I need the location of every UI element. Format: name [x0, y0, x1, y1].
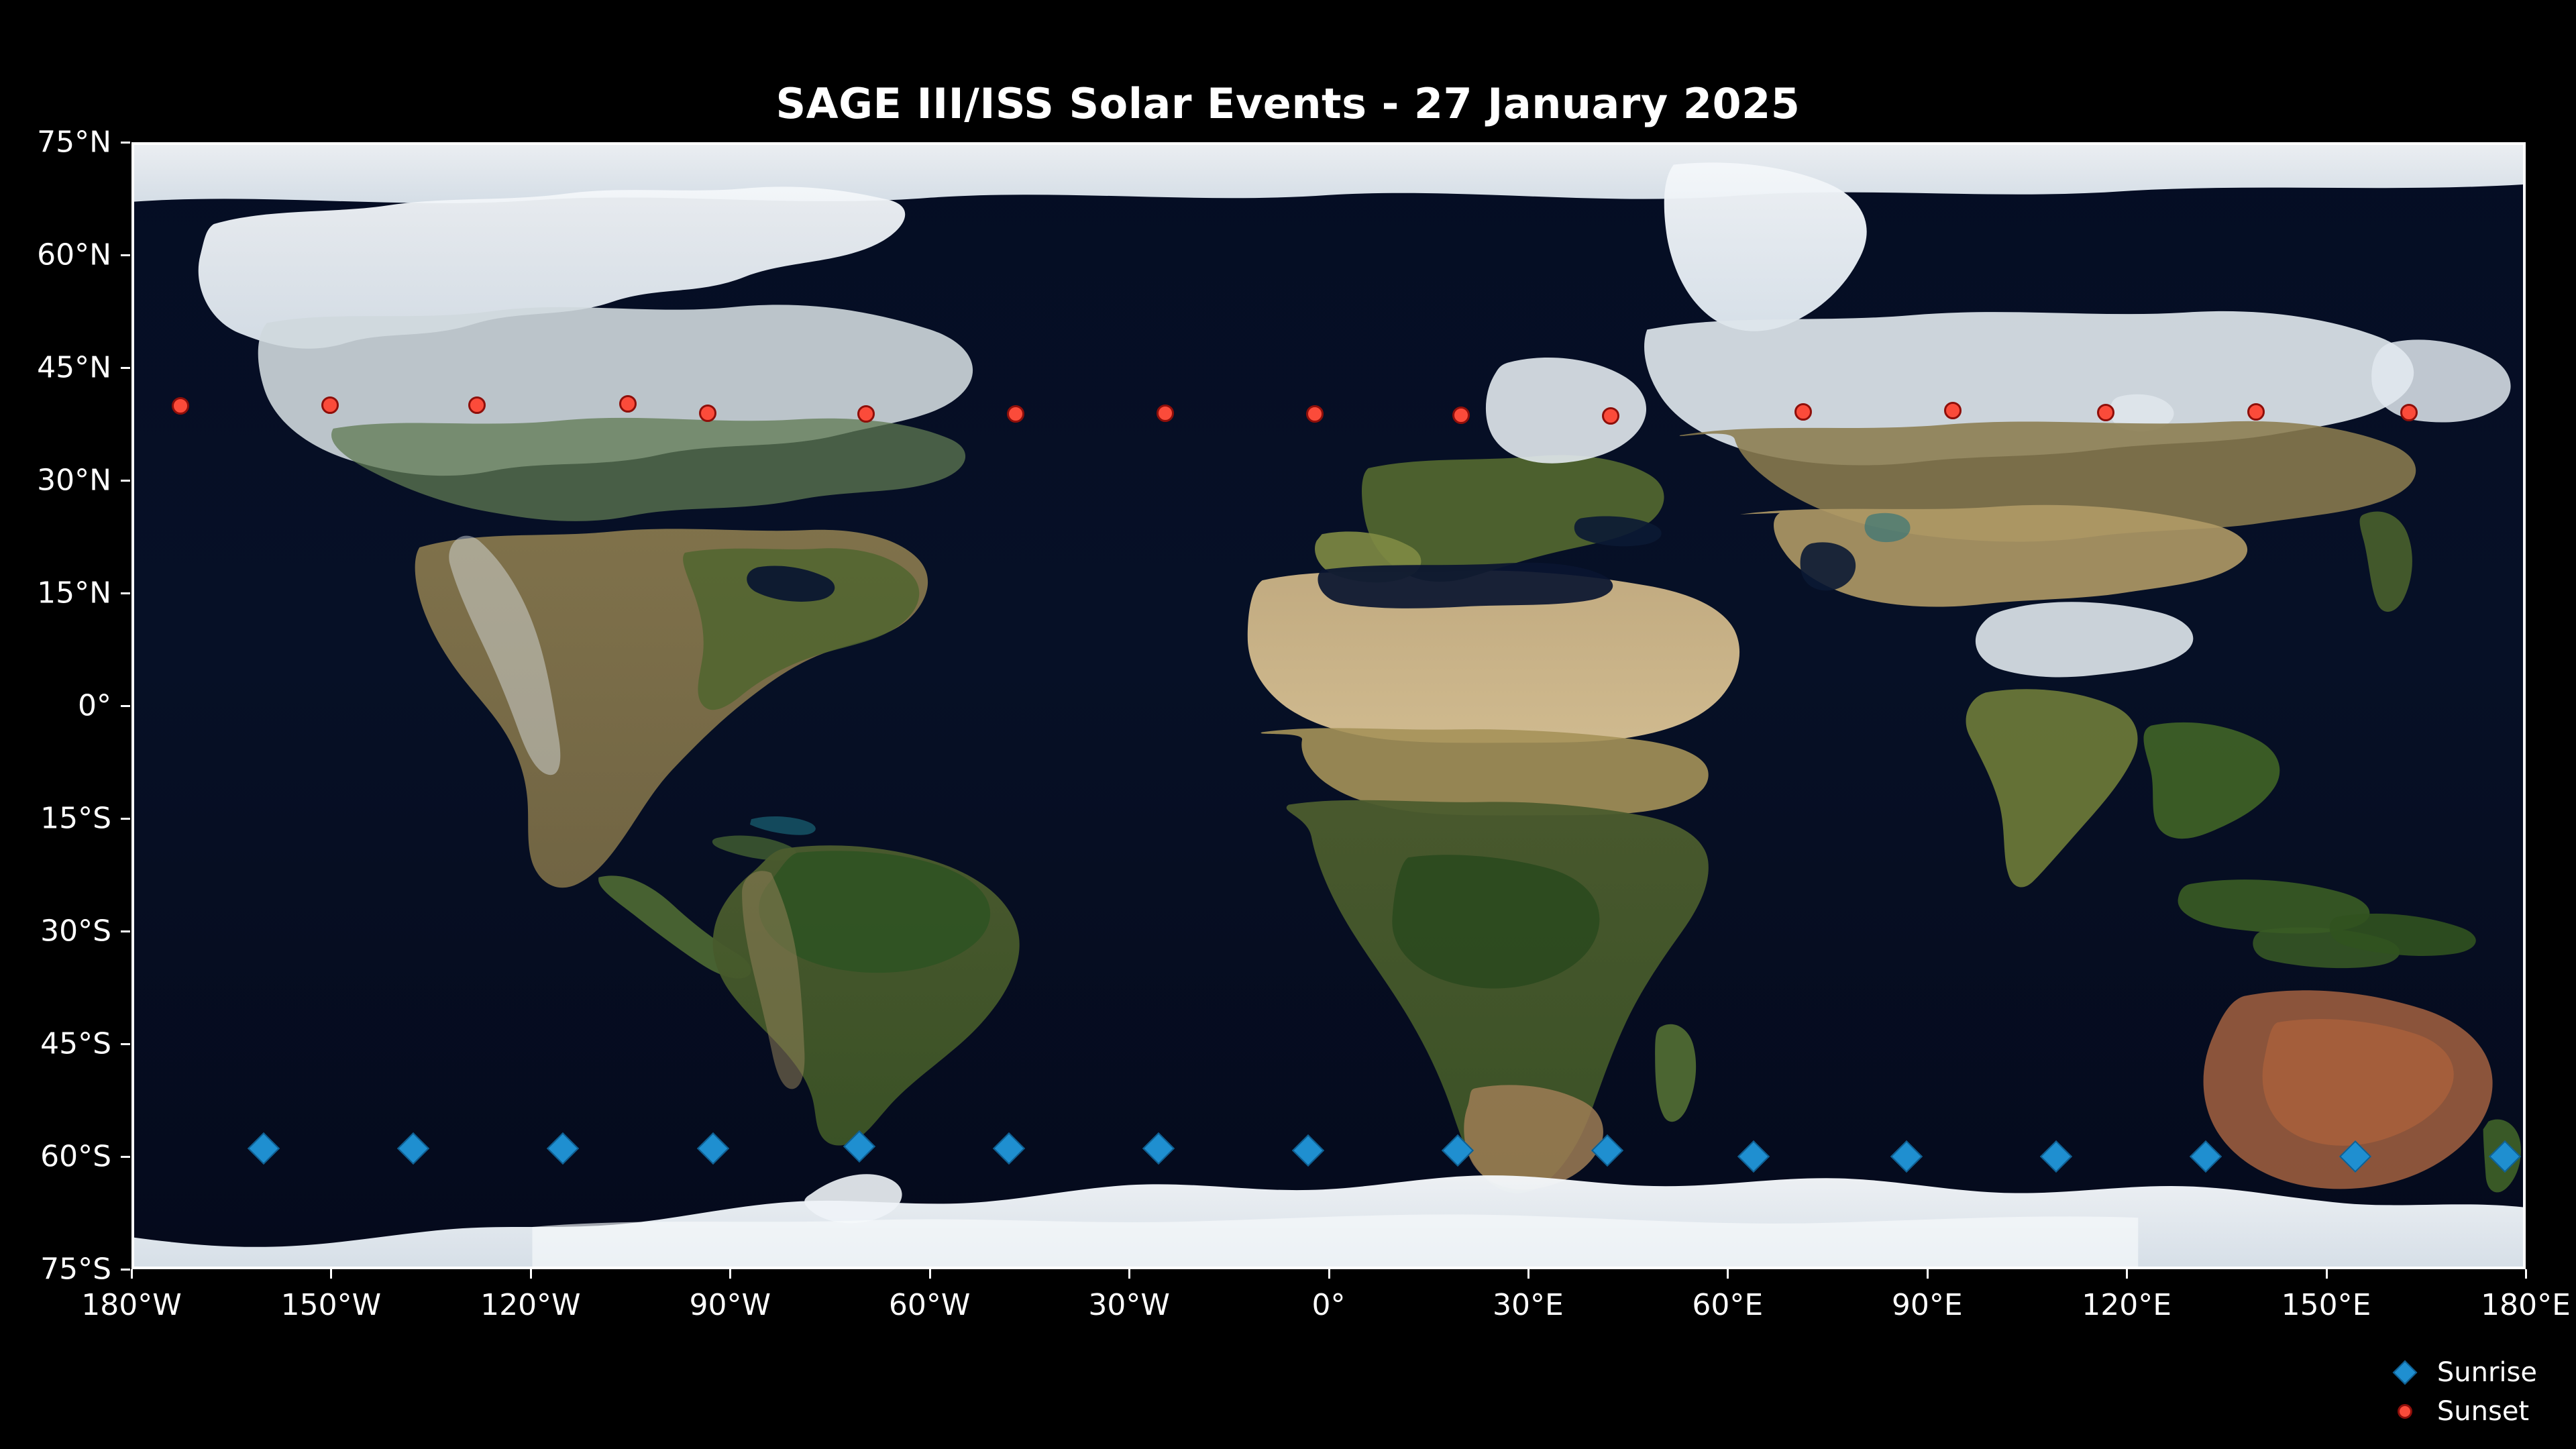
y-tick-mark [121, 592, 130, 594]
legend: Sunrise Sunset [2373, 1357, 2537, 1427]
y-tick-mark [121, 705, 130, 707]
sunset-marker-icon [2373, 1404, 2437, 1419]
sunrise-marker-icon [2373, 1360, 2437, 1385]
legend-item-sunrise[interactable]: Sunrise [2373, 1357, 2537, 1388]
x-tick-label: 60°E [1692, 1288, 1764, 1322]
y-tick-mark [121, 1156, 130, 1158]
x-tick-label: 90°E [1891, 1288, 1963, 1322]
x-tick-label: 120°W [480, 1288, 581, 1322]
y-tick-label: 30°S [40, 914, 111, 949]
x-tick-label: 180°E [2481, 1288, 2571, 1322]
x-tick-label: 120°E [2082, 1288, 2172, 1322]
y-tick-mark [121, 367, 130, 369]
x-tick-mark [2325, 1269, 2328, 1279]
world-basemap [134, 145, 2523, 1267]
x-tick-mark [928, 1269, 931, 1279]
y-tick-label: 0° [78, 688, 111, 723]
x-tick-label: 180°W [81, 1288, 182, 1322]
y-tick-mark [121, 142, 130, 144]
x-tick-label: 30°W [1088, 1288, 1170, 1322]
y-tick-label: 75°N [37, 125, 111, 160]
x-tick-label: 150°W [280, 1288, 382, 1322]
y-tick-mark [121, 818, 130, 820]
x-tick-mark [529, 1269, 532, 1279]
y-tick-label: 75°S [40, 1252, 111, 1287]
y-tick-label: 45°N [37, 350, 111, 385]
y-tick-label: 60°N [37, 237, 111, 272]
y-tick-label: 15°S [40, 801, 111, 836]
x-tick-mark [1926, 1269, 1929, 1279]
page-title: SAGE III/ISS Solar Events - 27 January 2… [775, 79, 1801, 128]
y-tick-label: 15°N [37, 576, 111, 610]
y-tick-mark [121, 1269, 130, 1271]
y-tick-label: 60°S [40, 1139, 111, 1174]
x-tick-mark [1328, 1269, 1330, 1279]
legend-label-sunset: Sunset [2436, 1396, 2530, 1427]
x-tick-label: 90°W [689, 1288, 771, 1322]
x-tick-mark [1727, 1269, 1729, 1279]
legend-label-sunrise: Sunrise [2436, 1357, 2537, 1388]
x-tick-mark [131, 1269, 133, 1279]
y-tick-label: 45°S [40, 1026, 111, 1061]
y-tick-mark [121, 1043, 130, 1045]
x-tick-label: 60°W [888, 1288, 971, 1322]
y-tick-label: 30°N [37, 463, 111, 498]
y-tick-mark [121, 930, 130, 932]
x-tick-mark [330, 1269, 333, 1279]
y-tick-mark [121, 254, 130, 256]
x-tick-mark [729, 1269, 732, 1279]
map-plot-area [131, 142, 2526, 1269]
x-tick-label: 150°E [2281, 1288, 2371, 1322]
x-tick-mark [2525, 1269, 2527, 1279]
x-tick-label: 0° [1311, 1288, 1346, 1322]
x-tick-mark [2126, 1269, 2129, 1279]
x-tick-label: 30°E [1493, 1288, 1564, 1322]
legend-item-sunset[interactable]: Sunset [2373, 1396, 2530, 1427]
y-tick-mark [121, 480, 130, 482]
x-tick-mark [1128, 1269, 1131, 1279]
x-tick-mark [1527, 1269, 1529, 1279]
